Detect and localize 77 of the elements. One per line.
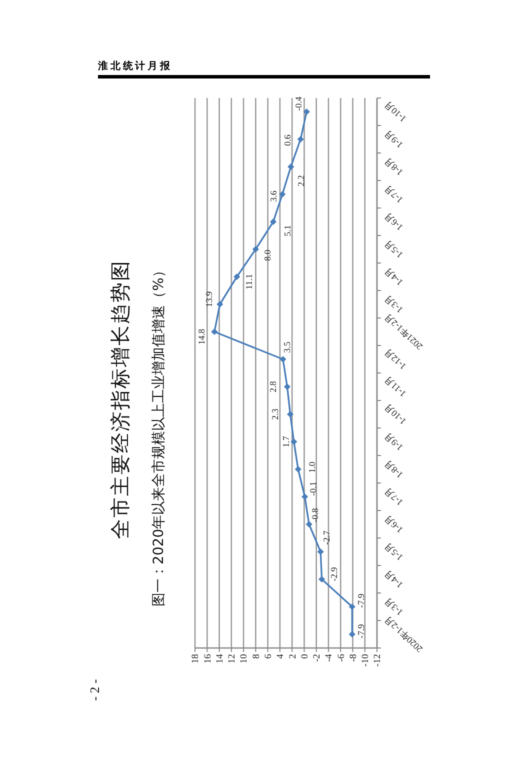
x-tick-label: 14	[215, 654, 226, 664]
data-label: -7.9	[356, 593, 366, 608]
point	[348, 630, 356, 638]
point	[302, 493, 308, 500]
point	[252, 246, 259, 253]
x-tick-label: -8	[348, 654, 359, 662]
y-tick-label: 1-3月	[382, 596, 405, 618]
x-tick-label: -6	[336, 654, 347, 662]
y-tick-label: 1-5月	[382, 238, 405, 260]
point	[234, 273, 240, 280]
x-tick-label: -10	[361, 654, 372, 667]
point	[290, 438, 298, 446]
text: 图一：2020年以来全市规模以上工业增加值增速（%）	[151, 264, 167, 606]
point	[306, 520, 312, 528]
text: 淮北统计月报	[97, 60, 172, 72]
y-tick-label: 1-10月	[382, 402, 408, 427]
y-tick-label: 1-7月	[382, 183, 405, 206]
x-tick-label: 0	[300, 654, 310, 659]
point	[294, 466, 302, 473]
point	[280, 356, 286, 363]
x-tick-label: 4	[276, 654, 286, 659]
data-label: 2.8	[268, 380, 278, 392]
point	[348, 603, 356, 610]
data-label: -2.9	[328, 566, 339, 582]
data-label: -0.4	[294, 96, 304, 111]
x-tick-label: -12	[373, 654, 384, 667]
data-label: 14.8	[196, 328, 206, 345]
point	[279, 190, 286, 198]
point	[284, 383, 291, 390]
y-tick-label: 1-9月	[382, 430, 405, 453]
y-tick-label: 1-9月	[382, 128, 405, 150]
x-tick-label: -2	[312, 654, 323, 662]
y-tick-label: 1-6月	[382, 513, 405, 536]
point	[216, 300, 224, 308]
y-tick-label: 1-6月	[382, 210, 405, 233]
data-label: -0.1	[308, 482, 318, 496]
data-label: 13.9	[204, 290, 214, 308]
data-label: 3.5	[282, 341, 292, 353]
data-label: 5.1	[282, 225, 292, 236]
y-tick-label: 1-8月	[382, 156, 405, 178]
data-label: -2.7	[322, 530, 332, 545]
x-tick-label: -4	[324, 654, 335, 662]
point	[297, 136, 304, 143]
y-tick-label: 1-4月	[382, 266, 405, 288]
data-label: 8.0	[262, 249, 273, 261]
data-label: 2.3	[270, 408, 280, 420]
y-tick-label: 1-8月	[382, 458, 405, 480]
data-label: 2.2	[296, 175, 306, 186]
text: 全市主要经济指标增长趋势图	[108, 259, 132, 539]
x-tick-label: 18	[191, 654, 202, 664]
point	[211, 328, 218, 336]
x-tick-label: 6	[264, 654, 274, 659]
point	[318, 576, 326, 583]
y-tick-label: 1-4月	[382, 568, 405, 590]
x-tick-label: 2	[288, 654, 298, 659]
text: - 2 -	[87, 679, 102, 701]
data-label: -0.8	[310, 508, 320, 522]
point	[270, 218, 277, 226]
data-label: -7.9	[356, 624, 366, 638]
x-tick-label: 12	[228, 654, 238, 664]
y-tick-label: 1-5月	[382, 540, 405, 563]
point	[317, 548, 324, 556]
data-label: 3.6	[268, 190, 278, 202]
data-label: 11.1	[244, 274, 254, 290]
point	[288, 163, 294, 170]
x-tick-label: 8	[252, 654, 262, 659]
x-tick-label: 10	[240, 654, 250, 664]
y-tick-label: 1-11月	[382, 374, 408, 399]
y-tick-label: 1-10月	[382, 99, 408, 124]
point	[303, 108, 310, 116]
y-tick-label: 1-7月	[382, 486, 405, 508]
x-tick-label: 16	[203, 654, 214, 664]
y-tick-label: 1-3月	[382, 293, 405, 316]
data-label: 1.7	[280, 436, 291, 448]
point	[286, 410, 294, 418]
data-label: 0.6	[282, 134, 293, 146]
data-label: 1.0	[307, 461, 318, 473]
